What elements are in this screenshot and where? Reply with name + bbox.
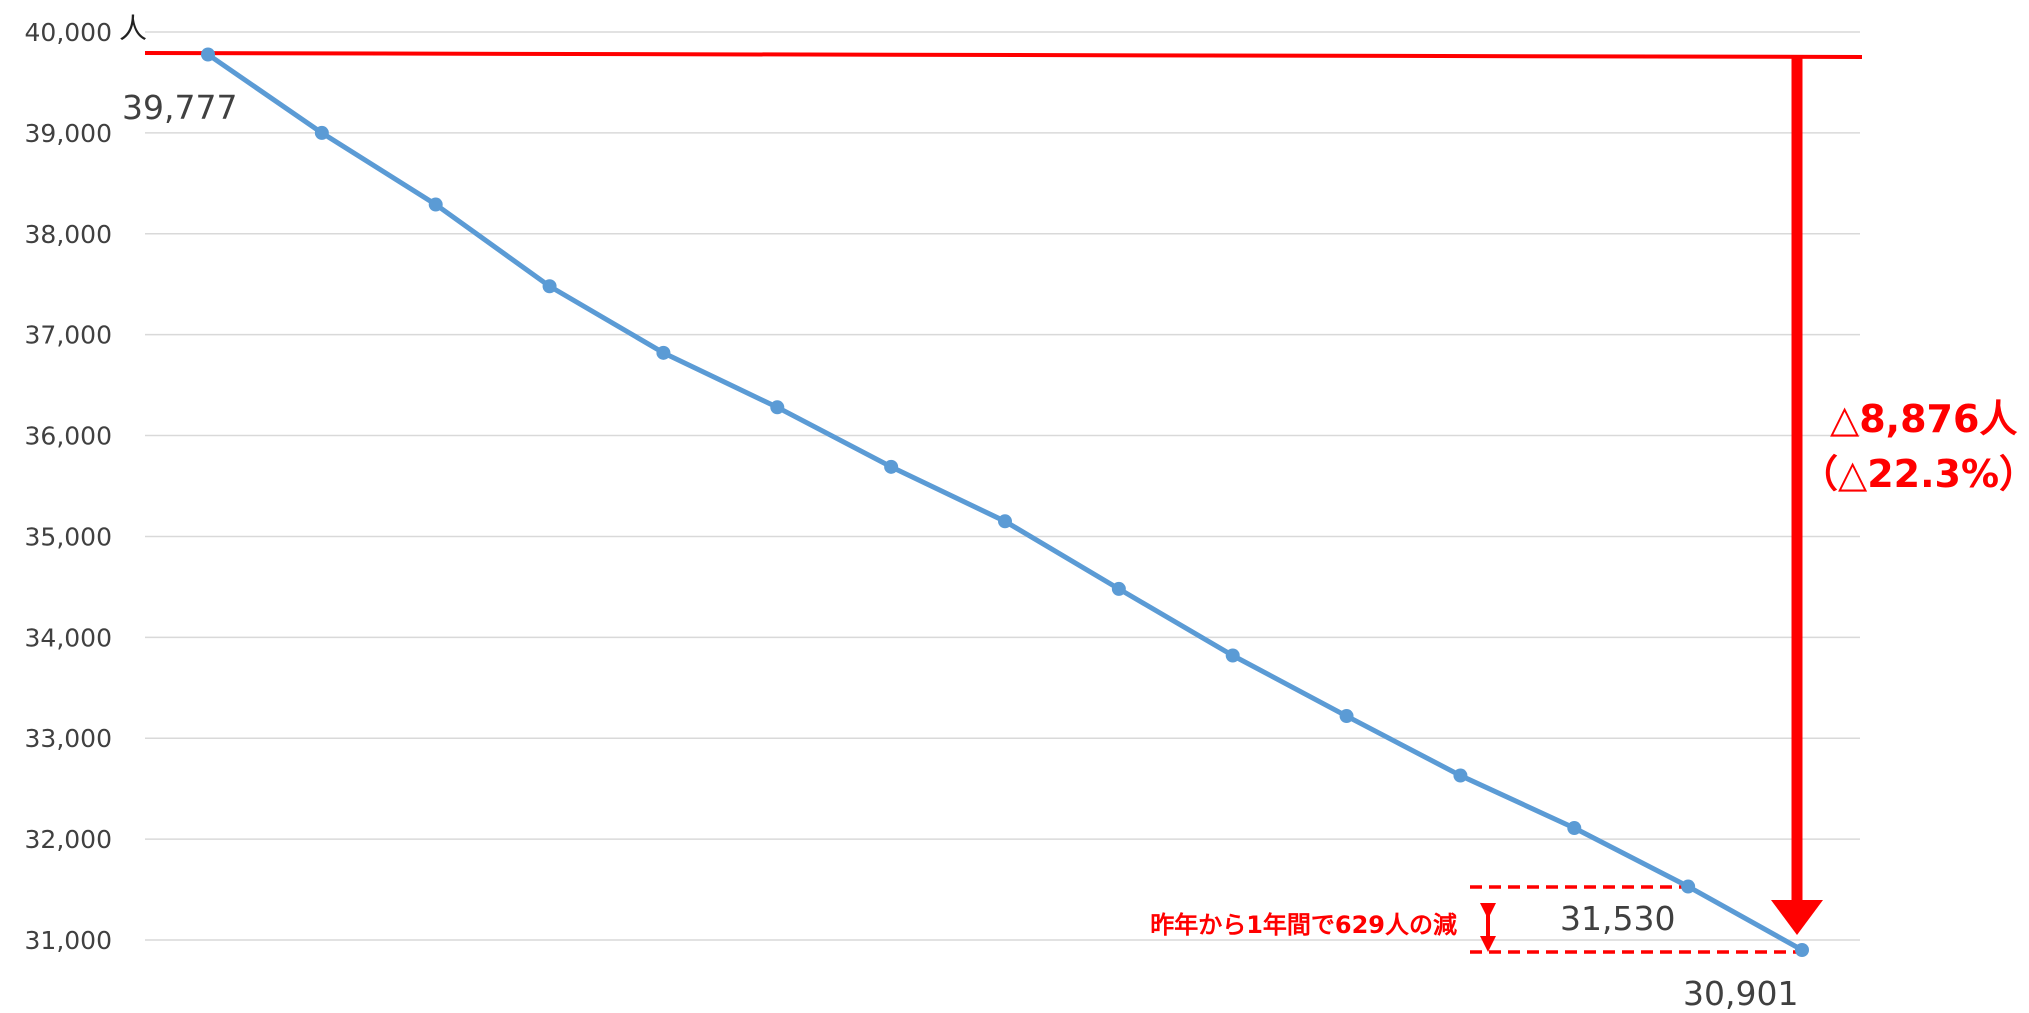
- total-change-percent-label: （△22.3%）: [1800, 452, 2029, 496]
- grid-lines: [145, 31, 1860, 941]
- annotations: △8,876人 （△22.3%） 昨年から1年間で629人の減: [144, 51, 2029, 954]
- total-change-label: △8,876人: [1830, 397, 2017, 441]
- y-tick-label: 33,000: [25, 724, 112, 753]
- data-point: [201, 47, 215, 62]
- data-point: [998, 514, 1012, 529]
- data-labels: 39,777 31,530 30,901: [122, 88, 1798, 1013]
- y-tick-label: 40,000: [25, 18, 112, 47]
- data-point: [656, 345, 671, 360]
- y-tick-label: 35,000: [25, 522, 112, 551]
- data-point: [1681, 879, 1696, 894]
- y-axis-tick-labels: 40,000 39,000 38,000 37,000 36,000 35,000 34,0…: [25, 18, 112, 955]
- data-label-last: 30,901: [1683, 974, 1798, 1013]
- yearly-change-label: 昨年から1年間で629人の減: [1150, 911, 1457, 939]
- data-point: [884, 459, 899, 474]
- y-tick-label: 39,000: [25, 119, 112, 148]
- y-tick-label: 31,000: [25, 926, 112, 955]
- data-point: [770, 400, 785, 415]
- data-point: [1225, 648, 1240, 663]
- data-label-second-last: 31,530: [1560, 899, 1675, 938]
- series-points: [201, 47, 1809, 957]
- data-point: [1453, 768, 1468, 783]
- y-tick-label: 36,000: [25, 422, 112, 451]
- data-point: [1567, 821, 1582, 836]
- data-point: [542, 279, 557, 294]
- y-tick-label: 38,000: [25, 220, 112, 249]
- data-point: [428, 197, 443, 212]
- total-decrease-arrow-head: [1771, 900, 1823, 935]
- data-point: [1111, 581, 1126, 596]
- y-axis-unit-label: 人: [119, 12, 147, 45]
- reference-line-start-value: [144, 51, 1863, 59]
- data-point: [1339, 709, 1354, 724]
- data-label-first: 39,777: [122, 88, 237, 127]
- series-line-path: [206, 52, 1804, 953]
- y-tick-label: 37,000: [25, 321, 112, 350]
- data-point: [314, 125, 329, 140]
- series-line: [206, 52, 1804, 953]
- data-point: [1795, 942, 1809, 957]
- y-tick-label: 32,000: [25, 825, 112, 854]
- y-tick-label: 34,000: [25, 623, 112, 652]
